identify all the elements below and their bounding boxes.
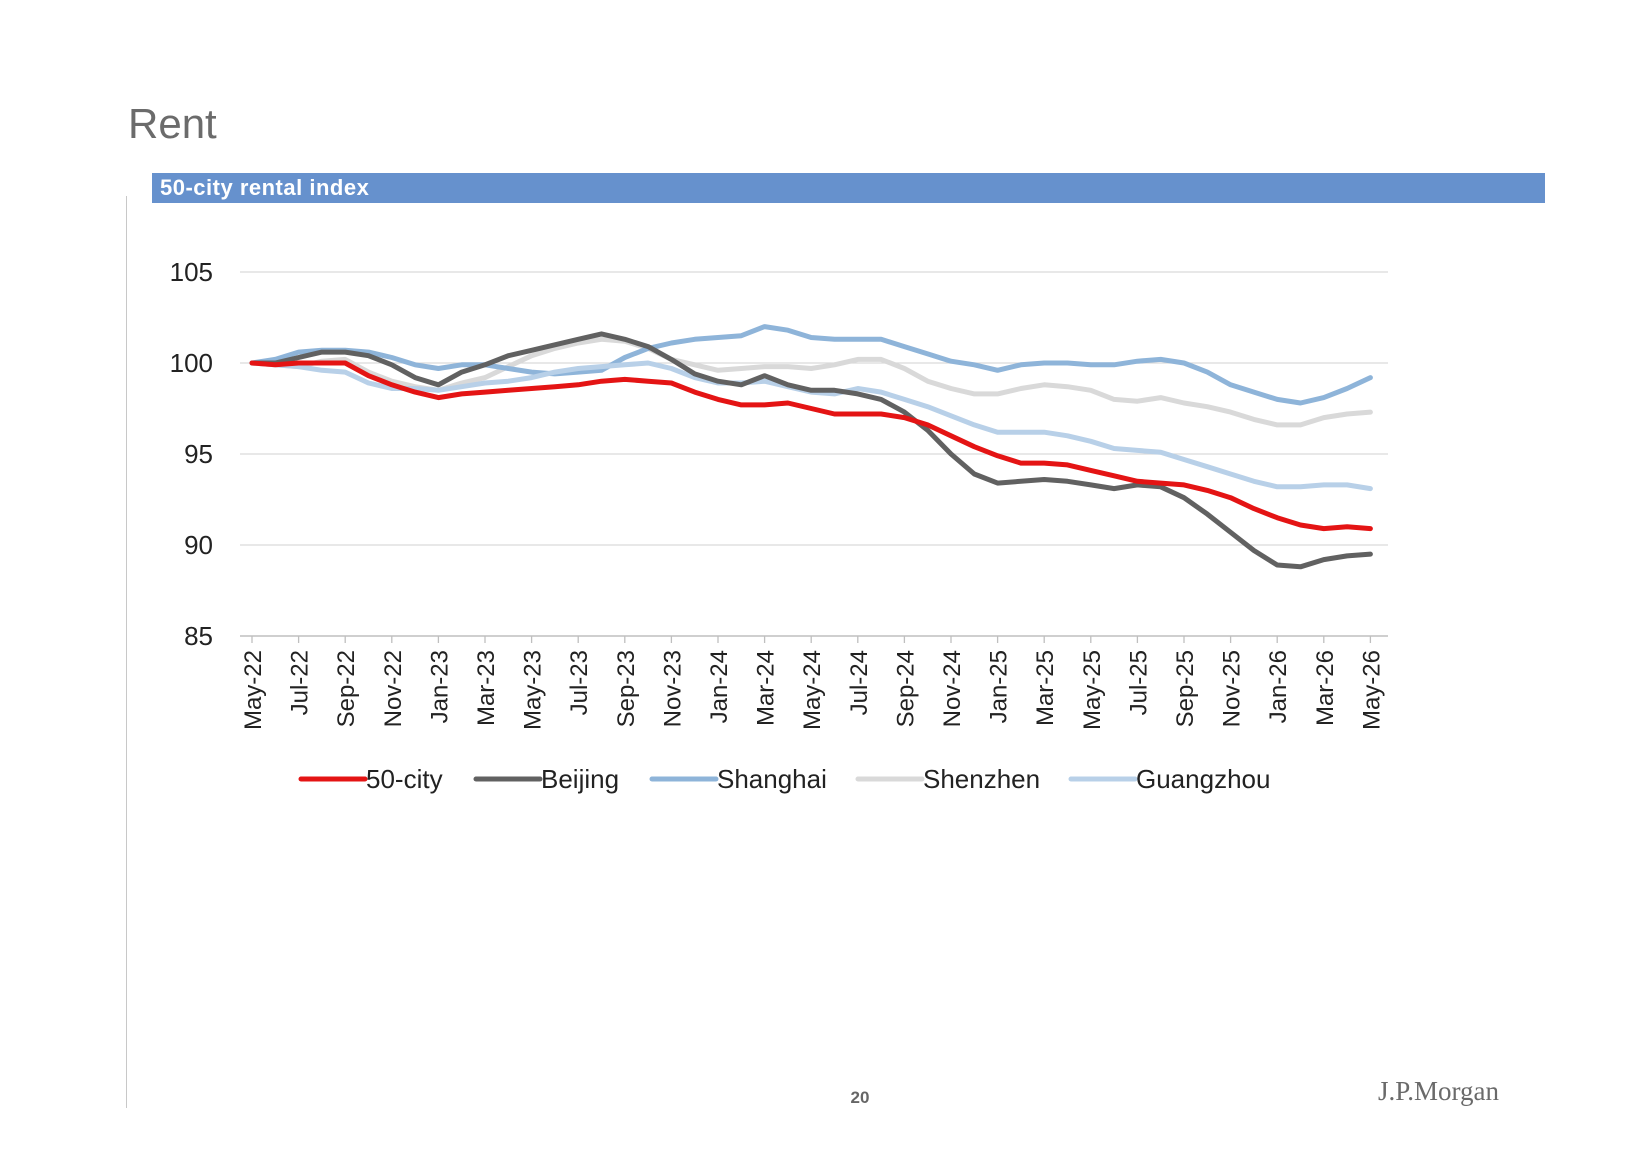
legend-label-shanghai: Shanghai xyxy=(717,764,827,794)
page-title: Rent xyxy=(128,100,217,147)
x-tick-label-Sep-22: Sep-22 xyxy=(333,650,360,727)
x-tick-label-Nov-25: Nov-25 xyxy=(1219,650,1246,727)
x-tick-label-Sep-24: Sep-24 xyxy=(892,650,919,727)
x-tick-label-May-25: May-25 xyxy=(1079,650,1106,730)
legend-label-guangzhou: Guangzhou xyxy=(1136,764,1270,794)
legend-label-beijing: Beijing xyxy=(541,764,619,794)
y-tick-label-95: 95 xyxy=(184,439,213,469)
chart-title: 50-city rental index xyxy=(160,175,370,200)
x-tick-label-Mar-24: Mar-24 xyxy=(753,650,780,726)
series-line-beijing xyxy=(249,331,1373,570)
x-tick-label-May-26: May-26 xyxy=(1358,650,1385,730)
x-tick-label-Sep-25: Sep-25 xyxy=(1172,650,1199,727)
series-line-guangzhou xyxy=(249,360,1373,492)
y-tick-label-90: 90 xyxy=(184,530,213,560)
x-tick-label-Jul-23: Jul-23 xyxy=(566,650,593,715)
x-tick-label-Nov-23: Nov-23 xyxy=(659,650,686,727)
series-line-shenzhen xyxy=(249,336,1373,428)
brand-logo: J.P.Morgan xyxy=(1378,1076,1500,1106)
left-divider xyxy=(126,196,127,1108)
x-tick-label-May-24: May-24 xyxy=(799,650,826,730)
chart-legend: 50-city Beijing Shanghai Shenzhen Guangzhou xyxy=(298,764,1270,794)
series-line-50-city xyxy=(249,360,1373,532)
x-tick-label-Nov-24: Nov-24 xyxy=(939,650,966,727)
y-tick-label-105: 105 xyxy=(170,257,213,287)
page-number: 20 xyxy=(850,1088,870,1107)
y-tick-label-85: 85 xyxy=(184,621,213,651)
x-tick-label-Mar-25: Mar-25 xyxy=(1032,650,1059,726)
x-tick-label-Jan-24: Jan-24 xyxy=(706,650,733,723)
series-line-shanghai xyxy=(249,324,1373,406)
x-tick-label-Jan-25: Jan-25 xyxy=(986,650,1013,723)
x-tick-label-May-23: May-23 xyxy=(520,650,547,730)
x-tick-label-Jan-26: Jan-26 xyxy=(1265,650,1292,723)
x-axis: May-22 Jul-22 Sep-22 Nov-22 Jan-23 Mar-23 May-… xyxy=(240,635,1388,730)
legend-label-shenzhen: Shenzhen xyxy=(923,764,1040,794)
x-tick-label-Jan-23: Jan-23 xyxy=(426,650,453,723)
chart-title-banner: 50-city rental index xyxy=(152,173,1545,203)
legend-label-50-city: 50-city xyxy=(366,764,443,794)
x-tick-label-May-22: May-22 xyxy=(240,650,267,730)
x-tick-label-Mar-23: Mar-23 xyxy=(473,650,500,726)
y-tick-label-100: 100 xyxy=(170,348,213,378)
x-tick-label-Sep-23: Sep-23 xyxy=(613,650,640,727)
x-tick-label-Mar-26: Mar-26 xyxy=(1312,650,1339,726)
chart-series-lines xyxy=(249,324,1373,570)
x-tick-label-Jul-22: Jul-22 xyxy=(287,650,314,715)
x-tick-label-Jul-25: Jul-25 xyxy=(1125,650,1152,715)
x-tick-label-Nov-22: Nov-22 xyxy=(380,650,407,727)
x-tick-label-Jul-24: Jul-24 xyxy=(846,650,873,715)
chart-gridlines xyxy=(240,271,1388,546)
y-axis: 85 90 95 100 105 xyxy=(170,257,213,651)
